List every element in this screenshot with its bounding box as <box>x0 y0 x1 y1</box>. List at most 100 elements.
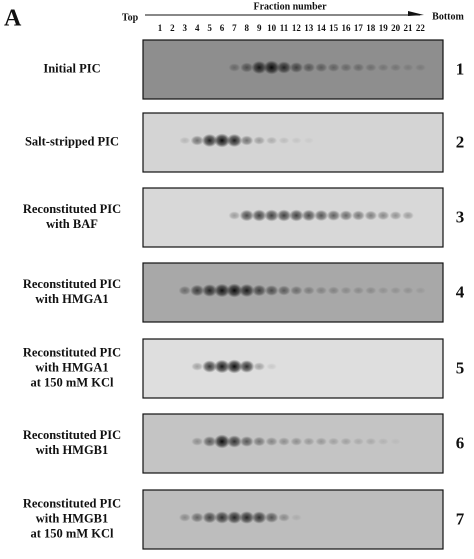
fraction-number: 21 <box>404 23 414 33</box>
band <box>276 209 292 222</box>
band <box>278 437 290 446</box>
band <box>290 437 303 446</box>
band <box>402 286 414 295</box>
band <box>352 63 365 72</box>
band <box>202 284 218 297</box>
fraction-number: 20 <box>391 23 401 33</box>
band <box>402 211 414 220</box>
fraction-number: 14 <box>317 23 327 33</box>
row-label: at 150 mM KCl <box>31 375 114 389</box>
band <box>239 283 255 298</box>
band <box>327 63 340 72</box>
band <box>278 137 290 144</box>
band <box>301 209 316 222</box>
band <box>251 60 267 75</box>
row-label: with BAF <box>46 217 98 231</box>
fraction-number: 16 <box>342 23 352 33</box>
band <box>226 283 243 298</box>
band <box>365 63 377 72</box>
row-label: with HMGA1 <box>35 360 108 374</box>
row-label: with HMGB1 <box>36 443 109 457</box>
band <box>253 136 266 145</box>
fraction-number: 12 <box>292 23 302 33</box>
band <box>289 209 304 222</box>
band <box>228 63 241 72</box>
band <box>202 360 218 373</box>
band <box>365 286 377 295</box>
band <box>315 62 328 73</box>
fraction-number: 11 <box>280 23 289 33</box>
band <box>415 287 426 294</box>
row-label: at 150 mM KCl <box>31 526 114 540</box>
header-title: Fraction number <box>253 1 327 12</box>
band <box>303 137 314 144</box>
band <box>340 286 352 295</box>
fraction-number: 4 <box>195 23 200 33</box>
band <box>240 62 254 73</box>
fraction-number: 15 <box>329 23 339 33</box>
band <box>240 436 254 447</box>
band <box>302 286 315 295</box>
row-label: with HMGA1 <box>35 292 108 306</box>
fraction-number: 18 <box>366 23 376 33</box>
row-number: 3 <box>456 207 465 226</box>
band <box>351 210 365 221</box>
row-label: Salt-stripped PIC <box>25 134 119 148</box>
row-number: 4 <box>456 282 465 301</box>
band <box>263 60 280 75</box>
band <box>202 436 217 447</box>
row-label: Reconstituted PIC <box>23 277 121 291</box>
band <box>214 434 230 449</box>
gel-panel <box>142 338 444 399</box>
band <box>289 62 304 73</box>
bottom-label: Bottom <box>432 11 464 22</box>
band <box>226 359 243 374</box>
fraction-number: 6 <box>220 23 225 33</box>
band <box>390 286 402 295</box>
band <box>390 438 401 445</box>
band <box>290 285 303 296</box>
band <box>276 61 292 74</box>
fraction-number: 10 <box>267 23 277 33</box>
row-label: Reconstituted PIC <box>23 428 121 442</box>
band <box>266 136 278 145</box>
fraction-number: 7 <box>232 23 237 33</box>
band <box>190 135 204 146</box>
band <box>352 286 364 295</box>
band <box>214 283 230 298</box>
band <box>377 438 389 445</box>
band <box>265 437 278 446</box>
band <box>264 209 279 222</box>
band <box>340 63 352 72</box>
fraction-number: 5 <box>207 23 212 33</box>
band <box>190 512 204 523</box>
band <box>340 437 352 446</box>
band <box>252 436 266 447</box>
row-label: Reconstituted PIC <box>23 496 121 510</box>
band <box>214 511 230 524</box>
band <box>291 514 302 521</box>
band <box>253 362 266 371</box>
fraction-number: 19 <box>379 23 389 33</box>
gel-row: Salt-stripped PIC 2 <box>25 112 464 173</box>
band <box>214 133 230 148</box>
row-label: with HMGB1 <box>36 511 109 525</box>
row-number: 1 <box>456 59 465 78</box>
band <box>251 511 267 524</box>
fraction-number: 9 <box>257 23 262 33</box>
row-number: 7 <box>456 509 465 528</box>
band <box>202 511 217 524</box>
band <box>214 359 230 374</box>
band <box>191 362 204 371</box>
band <box>190 284 205 297</box>
panel-label: A <box>4 6 22 32</box>
band <box>302 62 316 73</box>
row-number: 6 <box>456 433 465 452</box>
band <box>191 437 204 446</box>
